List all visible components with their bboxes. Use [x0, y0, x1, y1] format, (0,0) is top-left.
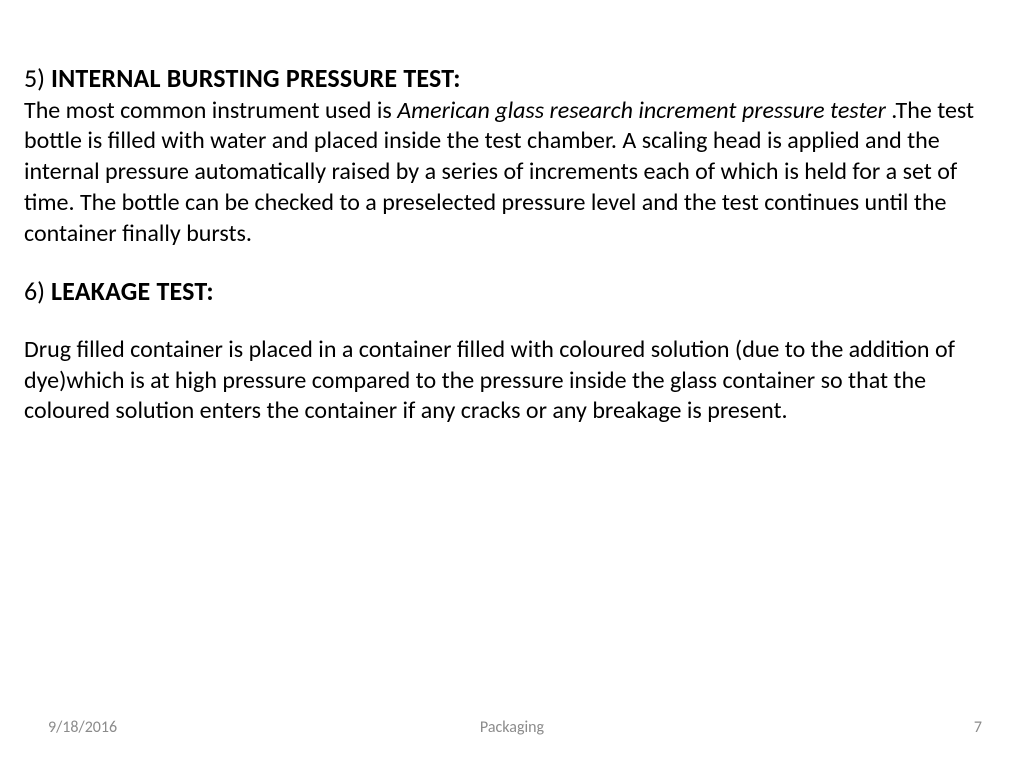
slide: 5) INTERNAL BURSTING PRESSURE TEST: The …: [0, 0, 1024, 768]
section-6-heading: LEAKAGE TEST:: [51, 275, 214, 307]
section-6-number: 6): [24, 275, 51, 307]
footer-title: Packaging: [0, 718, 1024, 737]
section-5-body-italic: American glass research increment pressu…: [397, 96, 891, 125]
section-5-heading: INTERNAL BURSTING PRESSURE TEST: [51, 62, 453, 94]
section-5-number: 5): [24, 62, 51, 94]
section-6-body-block: Drug filled container is placed in a con…: [24, 335, 1000, 427]
section-5-content: 5) INTERNAL BURSTING PRESSURE TEST: The …: [24, 62, 1000, 249]
section-5-heading-colon: :: [453, 62, 460, 94]
section-5: 5) INTERNAL BURSTING PRESSURE TEST: The …: [24, 62, 1000, 249]
section-6: 6) LEAKAGE TEST:: [24, 275, 1000, 309]
section-5-body-prefix: The most common instrument used is: [24, 96, 397, 125]
section-6-body: Drug filled container is placed in a con…: [24, 335, 1000, 427]
footer-page-number: 7: [974, 718, 982, 737]
slide-footer: 9/18/2016 Packaging 7: [0, 718, 1024, 746]
section-6-heading-line: 6) LEAKAGE TEST:: [24, 275, 1000, 309]
